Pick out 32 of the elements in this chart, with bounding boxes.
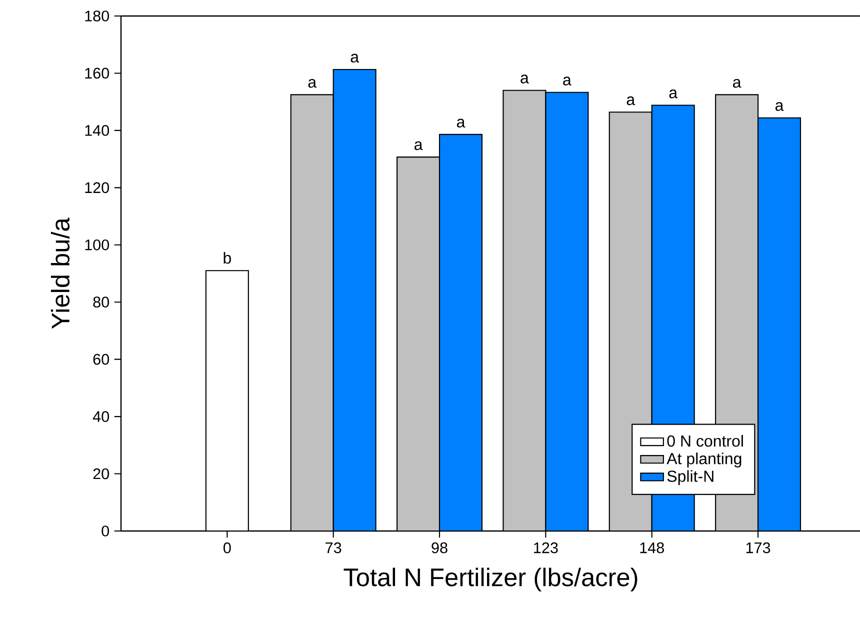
legend-label: 0 N control — [667, 434, 743, 447]
y-tick-label: 20 — [93, 468, 110, 480]
x-tick-label: 0 — [224, 542, 231, 554]
data-label: a — [414, 141, 423, 150]
x-tick-label: 123 — [534, 542, 558, 554]
data-label: a — [456, 118, 466, 128]
y-tick-label: 60 — [93, 354, 110, 365]
x-axis-title: Total N Fertilizer (lbs/acre) — [344, 568, 638, 592]
y-tick-label: 160 — [85, 68, 110, 79]
data-label: a — [626, 96, 636, 106]
x-tick-label: 98 — [432, 542, 448, 554]
data-label: b — [224, 252, 231, 264]
y-tick-label: 100 — [85, 239, 110, 250]
data-label: a — [350, 54, 360, 63]
y-tick-label: 140 — [85, 125, 110, 136]
data-label: a — [775, 102, 784, 111]
x-tick-label: 148 — [640, 542, 664, 554]
legend-label: Split-N — [667, 470, 714, 486]
y-tick-label: 0 — [102, 526, 110, 536]
data-label: a — [520, 74, 529, 84]
data-label: a — [563, 76, 572, 86]
legend-label: At planting — [666, 452, 742, 468]
y-tick-label: 40 — [92, 411, 110, 422]
y-axis-title: Yield bu/a — [50, 218, 70, 329]
x-tick-label: 73 — [326, 542, 342, 554]
x-tick-label: 173 — [746, 542, 770, 554]
data-label: a — [308, 78, 317, 88]
y-tick-label: 180 — [85, 10, 110, 22]
y-tick-label: 80 — [93, 296, 110, 308]
data-label: a — [733, 78, 742, 88]
data-label: a — [669, 90, 678, 98]
y-tick-label: 120 — [85, 182, 110, 194]
